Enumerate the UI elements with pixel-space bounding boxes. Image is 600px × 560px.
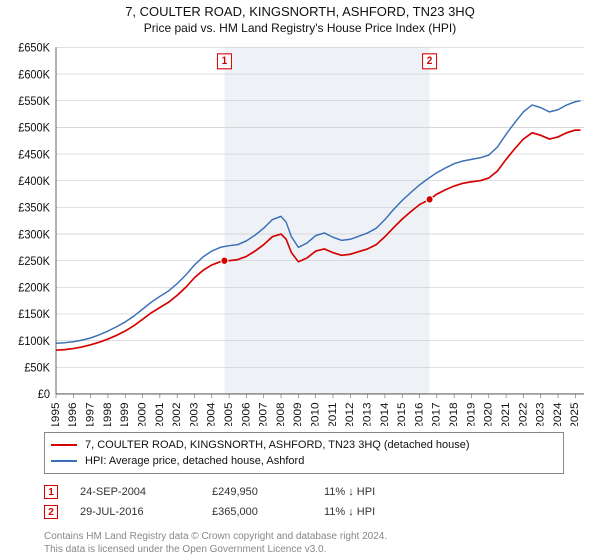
- legend: 7, COULTER ROAD, KINGSNORTH, ASHFORD, TN…: [44, 432, 564, 474]
- sale-row: 2 29-JUL-2016 £365,000 11% ↓ HPI: [44, 502, 592, 522]
- legend-label: HPI: Average price, detached house, Ashf…: [85, 455, 304, 467]
- footer-line-2: This data is licensed under the Open Gov…: [44, 543, 592, 556]
- chart-title: 7, COULTER ROAD, KINGSNORTH, ASHFORD, TN…: [8, 4, 592, 19]
- svg-text:1997: 1997: [85, 402, 97, 426]
- sale-price: £365,000: [212, 506, 302, 518]
- footer: Contains HM Land Registry data © Crown c…: [44, 530, 592, 556]
- svg-text:1999: 1999: [119, 402, 131, 426]
- svg-text:1: 1: [222, 56, 228, 67]
- svg-text:2008: 2008: [275, 402, 287, 426]
- svg-text:2015: 2015: [396, 402, 408, 426]
- svg-text:2006: 2006: [241, 402, 253, 426]
- svg-text:2007: 2007: [258, 402, 270, 426]
- legend-label: 7, COULTER ROAD, KINGSNORTH, ASHFORD, TN…: [85, 439, 470, 451]
- sale-price: £249,950: [212, 486, 302, 498]
- sale-delta: 11% ↓ HPI: [324, 486, 375, 498]
- title-block: 7, COULTER ROAD, KINGSNORTH, ASHFORD, TN…: [8, 4, 592, 35]
- svg-text:£550K: £550K: [18, 96, 50, 108]
- svg-text:2003: 2003: [189, 402, 201, 426]
- svg-text:£400K: £400K: [18, 176, 50, 188]
- svg-text:2024: 2024: [552, 402, 564, 426]
- legend-item: 7, COULTER ROAD, KINGSNORTH, ASHFORD, TN…: [51, 437, 557, 453]
- svg-text:£150K: £150K: [18, 309, 50, 321]
- svg-text:£500K: £500K: [18, 122, 50, 134]
- svg-text:2023: 2023: [535, 402, 547, 426]
- chart-container: 7, COULTER ROAD, KINGSNORTH, ASHFORD, TN…: [0, 0, 600, 560]
- svg-text:1995: 1995: [50, 402, 62, 426]
- sale-delta: 11% ↓ HPI: [324, 506, 375, 518]
- legend-swatch: [51, 444, 77, 446]
- svg-text:2004: 2004: [206, 402, 218, 426]
- svg-text:2021: 2021: [500, 402, 512, 426]
- svg-text:2013: 2013: [362, 402, 374, 426]
- svg-text:£300K: £300K: [18, 229, 50, 241]
- line-chart-svg: £0 £50K £100K £150K £200K £250K £300K £350K £400…: [8, 41, 592, 426]
- chart-area: £0 £50K £100K £150K £200K £250K £300K £350K £400…: [8, 41, 592, 426]
- svg-text:2025: 2025: [570, 402, 582, 426]
- sale-date: 29-JUL-2016: [80, 506, 190, 518]
- svg-text:2020: 2020: [483, 402, 495, 426]
- svg-text:2001: 2001: [154, 402, 166, 426]
- footer-line-1: Contains HM Land Registry data © Crown c…: [44, 530, 592, 543]
- svg-text:£650K: £650K: [18, 42, 50, 54]
- sale-date: 24-SEP-2004: [80, 486, 190, 498]
- chart-subtitle: Price paid vs. HM Land Registry's House …: [8, 21, 592, 35]
- svg-text:£200K: £200K: [18, 282, 50, 294]
- svg-text:2014: 2014: [379, 402, 391, 426]
- svg-text:£100K: £100K: [18, 336, 50, 348]
- sale-marker-box: 2: [44, 505, 58, 519]
- svg-text:£0: £0: [38, 389, 50, 401]
- svg-text:1996: 1996: [68, 402, 80, 426]
- svg-text:£600K: £600K: [18, 69, 50, 81]
- svg-text:2010: 2010: [310, 402, 322, 426]
- legend-item: HPI: Average price, detached house, Ashf…: [51, 453, 557, 469]
- svg-text:2022: 2022: [518, 402, 530, 426]
- svg-text:2016: 2016: [414, 402, 426, 426]
- svg-text:2000: 2000: [137, 402, 149, 426]
- svg-text:1998: 1998: [102, 402, 114, 426]
- svg-text:2005: 2005: [223, 402, 235, 426]
- svg-text:2011: 2011: [327, 402, 339, 426]
- svg-text:2017: 2017: [431, 402, 443, 426]
- svg-text:2012: 2012: [344, 402, 356, 426]
- sales-list: 1 24-SEP-2004 £249,950 11% ↓ HPI 2 29-JUL-201…: [44, 482, 592, 522]
- svg-text:£450K: £450K: [18, 149, 50, 161]
- svg-text:2009: 2009: [293, 402, 305, 426]
- svg-text:2018: 2018: [448, 402, 460, 426]
- svg-text:2: 2: [427, 56, 433, 67]
- svg-text:2019: 2019: [466, 402, 478, 426]
- legend-swatch: [51, 460, 77, 462]
- svg-text:2002: 2002: [171, 402, 183, 426]
- sale-row: 1 24-SEP-2004 £249,950 11% ↓ HPI: [44, 482, 592, 502]
- sale-marker-box: 1: [44, 485, 58, 499]
- svg-text:£350K: £350K: [18, 202, 50, 214]
- svg-text:£50K: £50K: [24, 362, 50, 374]
- svg-text:£250K: £250K: [18, 256, 50, 268]
